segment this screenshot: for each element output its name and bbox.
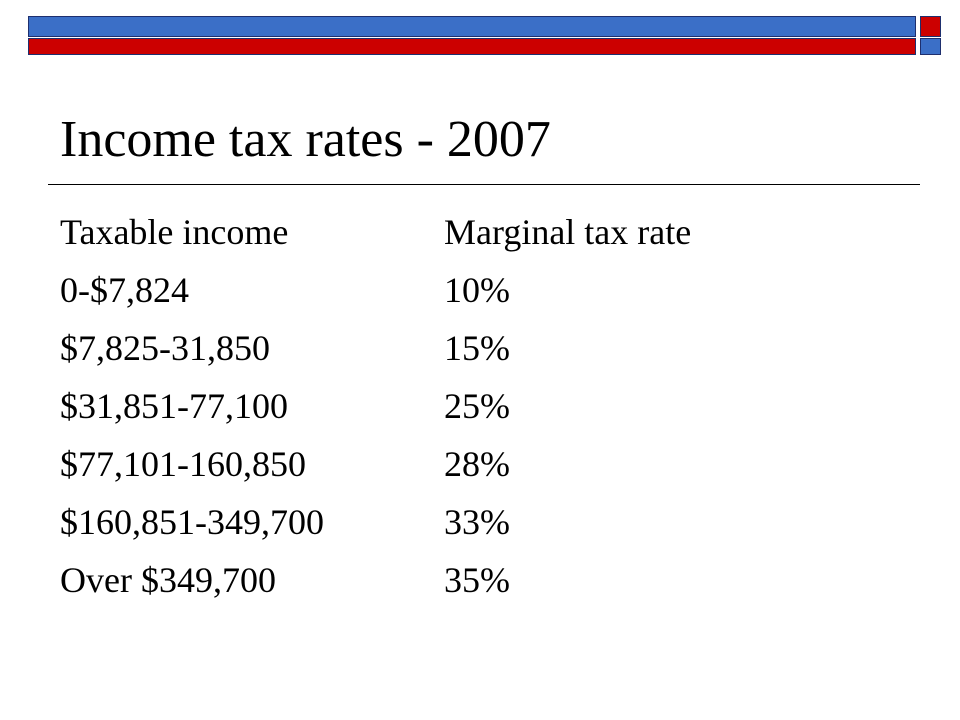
income-cell: $31,851-77,100	[60, 386, 288, 426]
income-cell: Over $349,700	[60, 560, 276, 600]
income-cell: 0-$7,824	[60, 270, 189, 310]
income-cell: $77,101-160,850	[60, 444, 306, 484]
rate-cell: 15%	[444, 328, 510, 368]
rate-cell: 25%	[444, 386, 510, 426]
table-row: $7,825-31,850 15%	[60, 319, 764, 377]
income-cell: $7,825-31,850	[60, 328, 270, 368]
rate-cell: 35%	[444, 560, 510, 600]
header-taxable-income: Taxable income	[60, 212, 289, 252]
table-header-row: Taxable income Marginal tax rate	[60, 203, 764, 261]
income-cell: $160,851-349,700	[60, 502, 324, 542]
header-decoration	[0, 0, 960, 60]
rate-cell: 33%	[444, 502, 510, 542]
table-row: $77,101-160,850 28%	[60, 435, 764, 493]
tax-rates-table: Taxable income Marginal tax rate 0-$7,82…	[60, 203, 764, 609]
slide-title: Income tax rates - 2007	[60, 111, 551, 168]
table-row: $160,851-349,700 33%	[60, 493, 764, 551]
table-row: Over $349,700 35%	[60, 551, 764, 609]
table-row: 0-$7,824 10%	[60, 261, 764, 319]
rate-cell: 10%	[444, 270, 510, 310]
rate-cell: 28%	[444, 444, 510, 484]
table-row: $31,851-77,100 25%	[60, 377, 764, 435]
blue-square	[920, 38, 941, 55]
blue-stripe	[28, 16, 916, 37]
title-divider	[48, 184, 920, 185]
red-square	[920, 16, 941, 37]
header-marginal-tax-rate: Marginal tax rate	[444, 212, 692, 252]
red-stripe	[28, 38, 916, 55]
